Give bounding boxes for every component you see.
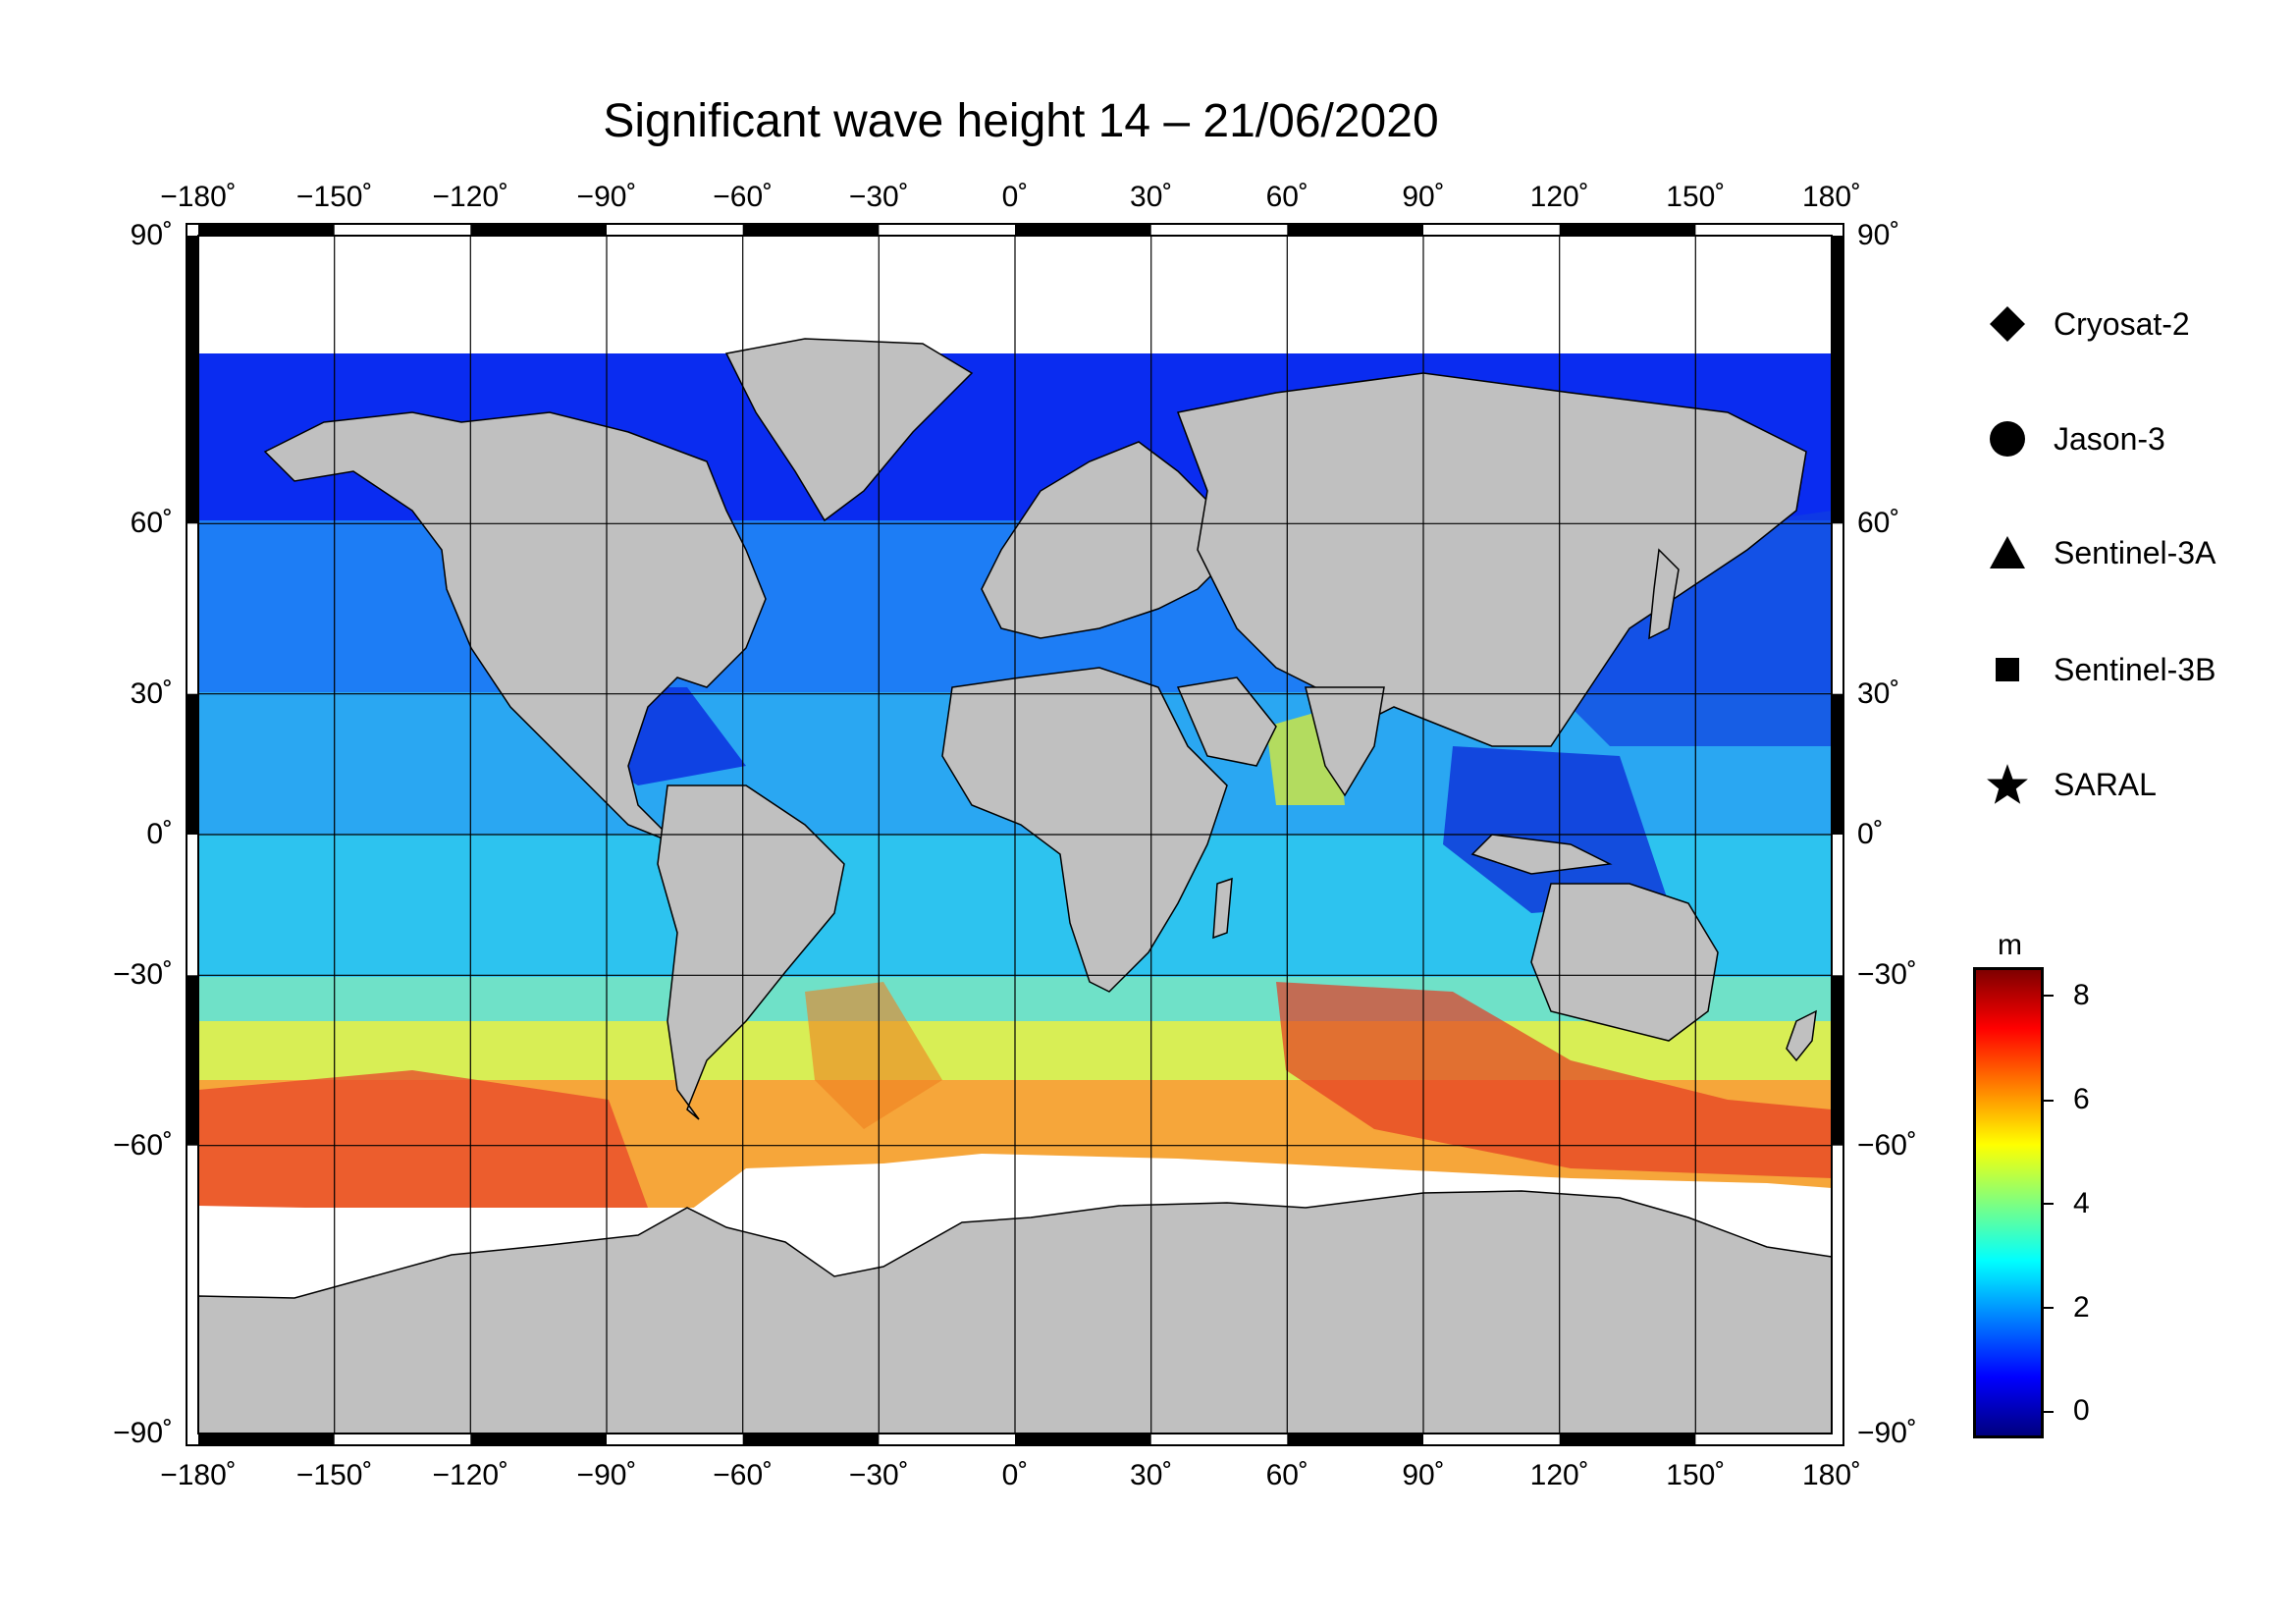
land-arabia: [1176, 676, 1277, 767]
land-south-america: [657, 784, 845, 1120]
map-frame: [186, 223, 1844, 1446]
high-swh-patch-atlantic: [805, 982, 942, 1129]
lat-tick-left: 90˚: [130, 219, 173, 251]
colorbar-tick-mark: [2044, 1203, 2054, 1205]
legend-label: Jason-3: [2054, 420, 2165, 457]
lon-tick-bottom: −120˚: [432, 1459, 509, 1491]
land-greenland: [724, 338, 974, 522]
colorbar-tick-mark: [2044, 1307, 2054, 1309]
chart-title: Significant wave height 14 – 21/06/2020: [603, 95, 1439, 147]
lat-tick-right: 0˚: [1857, 818, 1884, 850]
lon-tick-bottom: 60˚: [1265, 1459, 1308, 1491]
lon-tick-bottom: −150˚: [295, 1459, 373, 1491]
colorbar-tick-label: 4: [2073, 1187, 2090, 1219]
lon-tick-bottom: 150˚: [1666, 1459, 1726, 1491]
lat-tick-left: −60˚: [113, 1128, 173, 1162]
lon-tick-bottom: 90˚: [1402, 1459, 1445, 1491]
lat-tick-left: −30˚: [113, 958, 173, 992]
colorbar-tick-label: 6: [2073, 1083, 2090, 1115]
lon-tick-top: 0˚: [1001, 181, 1029, 213]
diamond-icon: [1983, 299, 2032, 349]
lon-tick-bottom: 0˚: [1001, 1459, 1029, 1491]
lon-tick-top: 30˚: [1130, 181, 1173, 213]
legend-label: Sentinel-3A: [2054, 534, 2216, 570]
lon-tick-top: 180˚: [1801, 181, 1862, 213]
land-africa: [941, 667, 1228, 993]
colorbar-unit: m: [1998, 929, 2022, 961]
lat-tick-left: −90˚: [113, 1417, 173, 1449]
high-swh-patch-pacific: [198, 1070, 648, 1208]
lon-tick-top: 90˚: [1402, 181, 1445, 213]
lat-tick-right: 90˚: [1857, 219, 1900, 251]
triangle-icon: [1983, 528, 2032, 577]
lon-tick-top: −150˚: [295, 181, 373, 213]
map-graticule: [198, 236, 1832, 1434]
lon-tick-bottom: 180˚: [1801, 1459, 1862, 1491]
lon-tick-top: −90˚: [576, 181, 637, 213]
legend-item-jason-3: Jason-3: [1983, 414, 2165, 463]
land-japan: [1648, 548, 1680, 640]
legend-item-saral: SARAL: [1983, 760, 2157, 809]
lat-tick-right: −30˚: [1857, 958, 1917, 992]
lat-tick-right: 60˚: [1857, 507, 1900, 540]
land-north-america: [263, 411, 767, 845]
lon-tick-top: −30˚: [848, 181, 909, 213]
lon-tick-top: −120˚: [432, 181, 509, 213]
lat-tick-right: −60˚: [1857, 1128, 1917, 1162]
lon-tick-bottom: −60˚: [713, 1459, 774, 1491]
lon-tick-bottom: −180˚: [160, 1459, 237, 1491]
legend-item-sentinel-3b: Sentinel-3B: [1983, 645, 2216, 694]
lon-tick-bottom: −30˚: [848, 1459, 909, 1491]
lon-tick-top: −180˚: [160, 181, 237, 213]
star-icon: [1983, 760, 2032, 809]
colorbar-tick-mark: [2044, 995, 2054, 997]
land-new-zealand: [1786, 1009, 1817, 1062]
land-australia: [1530, 883, 1719, 1042]
lat-tick-left: 0˚: [146, 818, 173, 850]
colorbar: [1973, 967, 2044, 1438]
legend-item-cryosat-2: Cryosat-2: [1983, 299, 2190, 349]
legend-item-sentinel-3a: Sentinel-3A: [1983, 528, 2216, 577]
lat-tick-right: −90˚: [1857, 1417, 1917, 1449]
colorbar-tick-label: 0: [2073, 1394, 2090, 1427]
legend-label: Sentinel-3B: [2054, 651, 2216, 687]
lat-tick-left: 30˚: [130, 676, 173, 710]
legend-label: Cryosat-2: [2054, 305, 2190, 342]
colorbar-tick-mark: [2044, 1411, 2054, 1413]
square-icon: [1983, 645, 2032, 694]
lon-tick-bottom: 120˚: [1529, 1459, 1589, 1491]
circle-icon: [1983, 414, 2032, 463]
colorbar-tick-label: 8: [2073, 979, 2090, 1011]
land-asia: [1176, 372, 1807, 747]
lon-tick-top: −60˚: [713, 181, 774, 213]
land-madagascar: [1212, 877, 1233, 940]
lon-tick-top: 120˚: [1529, 181, 1589, 213]
low-swh-patch-indonesia: [1443, 746, 1669, 913]
high-swh-patch-indian: [1276, 982, 1832, 1178]
lon-tick-bottom: −90˚: [576, 1459, 637, 1491]
legend-label: SARAL: [2054, 766, 2157, 802]
land-india: [1305, 686, 1385, 797]
colorbar-tick-label: 2: [2073, 1291, 2090, 1324]
lon-tick-bottom: 30˚: [1130, 1459, 1173, 1491]
lon-tick-top: 150˚: [1666, 181, 1726, 213]
lat-tick-left: 60˚: [130, 507, 173, 540]
land-indonesia: [1470, 834, 1613, 875]
colorbar-tick-mark: [2044, 1100, 2054, 1102]
lat-tick-right: 30˚: [1857, 676, 1900, 710]
lon-tick-top: 60˚: [1265, 181, 1308, 213]
